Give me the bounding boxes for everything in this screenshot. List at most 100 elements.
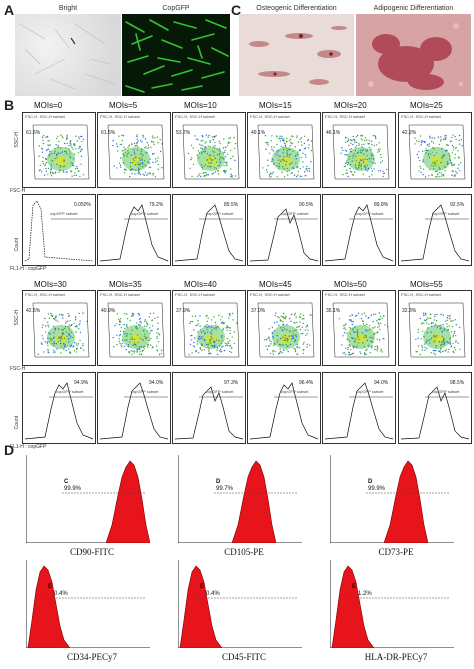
moi-label: MOIs=35	[109, 280, 142, 289]
scatter-plot	[97, 112, 171, 188]
scatter-percentage: 61.5%	[101, 130, 116, 136]
scatter-plot	[172, 290, 246, 366]
histogram-gate-label: copGFP subset	[206, 211, 234, 216]
marker-label: CD34-PECy7	[66, 652, 117, 662]
histogram-percentage: 89.8%	[374, 202, 389, 208]
histogram-plot	[22, 194, 96, 266]
scatter-plot	[398, 112, 472, 188]
marker-histogram	[177, 560, 302, 649]
panel-letter-b: B	[4, 97, 15, 113]
histogram-plot	[22, 372, 96, 444]
panel-letter-a: A	[4, 2, 15, 18]
marker-histogram	[329, 560, 454, 649]
histogram-percentage: 92.5%	[450, 202, 465, 208]
scatter-gate-label: FSC-H, SSC-H subset	[401, 114, 441, 119]
histogram-percentage: 98.5%	[450, 380, 465, 386]
scatter-percentage: 35.1%	[326, 308, 341, 314]
histogram-percentage: 94.9%	[74, 380, 89, 386]
scatter-percentage: 53.7%	[176, 130, 191, 136]
scatter-percentage: 42.2%	[402, 130, 417, 136]
scatter-plot	[247, 112, 321, 188]
scatter-percentage: 37.9%	[176, 308, 191, 314]
scatter-plot	[247, 290, 321, 366]
osteogenic-stain-image	[239, 14, 354, 96]
histogram-gate-label: copGFP subset	[432, 211, 460, 216]
copgfp-image-label: CopGFP	[162, 5, 190, 12]
marker-gate-letter: E	[48, 584, 53, 590]
histogram-percentage: 97.3%	[224, 380, 239, 386]
moi-label: MOIs=25	[410, 101, 443, 110]
adipogenic-image-label: Adipogenic Differentiation	[373, 5, 454, 12]
histogram-gate-label: copGFP subset	[206, 389, 234, 394]
histogram-percentage: 94.0%	[374, 380, 389, 386]
panel-letter-d: D	[4, 442, 15, 458]
histogram-gate-label: copGFP subset	[432, 389, 460, 394]
histogram-plot	[247, 194, 321, 266]
histogram-x-axis-label: FL1-H : copGFP	[10, 444, 47, 450]
histogram-plot	[322, 372, 396, 444]
scatter-percentage: 49.1%	[251, 130, 266, 136]
scatter-gate-label: FSC-H, SSC-H subset	[401, 292, 441, 297]
histogram-y-axis-label: Count	[14, 238, 20, 252]
histogram-percentage: 94.0%	[149, 380, 164, 386]
histogram-plot	[172, 372, 246, 444]
scatter-gate-label: FSC-H, SSC-H subset	[100, 114, 140, 119]
scatter-gate-label: FSC-H, SSC-H subset	[25, 292, 65, 297]
moi-label: MOIs=5	[109, 101, 138, 110]
histogram-percentage: 79.2%	[149, 202, 164, 208]
scatter-percentage: 42.5%	[26, 308, 41, 314]
scatter-y-axis-label: SSC-H	[14, 310, 20, 326]
histogram-gate-label: copGFP subset	[56, 389, 84, 394]
adipogenic-stain-image	[356, 14, 471, 96]
marker-histogram	[25, 455, 151, 544]
marker-label: CD90-FITC	[69, 547, 114, 557]
marker-histogram	[25, 560, 150, 649]
marker-percentage: 0.4%	[54, 591, 68, 597]
moi-label: MOIs=40	[184, 280, 217, 289]
marker-label: HLA-DR-PECy7	[364, 652, 428, 662]
histogram-gate-label: copGFP subset	[356, 211, 384, 216]
marker-histogram	[329, 455, 454, 544]
scatter-x-axis-label: FSC-H	[10, 188, 26, 194]
scatter-plot	[97, 290, 171, 366]
histogram-gate-label: copGFP subset	[356, 389, 384, 394]
scatter-gate-label: FSC-H, SSC-H subset	[325, 114, 365, 119]
marker-gate-letter: E	[200, 584, 205, 590]
moi-label: MOIs=55	[410, 280, 443, 289]
scatter-gate-label: FSC-H, SSC-H subset	[250, 292, 290, 297]
scatter-plot	[322, 290, 396, 366]
scatter-plot	[398, 290, 472, 366]
histogram-percentage: 0.050%	[74, 202, 91, 208]
osteogenic-image-label: Osteogenic Differentiation	[256, 5, 337, 12]
histogram-plot	[247, 372, 321, 444]
histogram-percentage: 90.5%	[299, 202, 314, 208]
histogram-gate-label: copGFP subset	[281, 389, 309, 394]
moi-label: MOIs=45	[259, 280, 292, 289]
histogram-plot	[322, 194, 396, 266]
moi-label: MOIs=0	[34, 101, 63, 110]
moi-label: MOIs=15	[259, 101, 292, 110]
histogram-percentage: 96.4%	[299, 380, 314, 386]
bright-field-image	[15, 14, 121, 96]
scatter-percentage: 40.9%	[101, 308, 116, 314]
marker-gate-letter: E	[352, 584, 357, 590]
marker-gate-letter: D	[216, 479, 221, 485]
moi-label: MOIs=10	[184, 101, 217, 110]
histogram-plot	[172, 194, 246, 266]
marker-percentage: 0.4%	[206, 591, 220, 597]
histogram-plot	[97, 194, 171, 266]
scatter-gate-label: FSC-H, SSC-H subset	[175, 292, 215, 297]
marker-label: CD73-PE	[378, 547, 414, 557]
marker-percentage: 99.9%	[64, 486, 82, 492]
scatter-gate-label: FSC-H, SSC-H subset	[25, 114, 65, 119]
scatter-x-axis-label: FSC-H	[10, 366, 26, 372]
histogram-plot	[97, 372, 171, 444]
scatter-percentage: 32.3%	[402, 308, 417, 314]
histogram-gate-label: copGFP subset	[50, 211, 78, 216]
panel-letter-c: C	[231, 2, 242, 18]
histogram-percentage: 89.5%	[224, 202, 239, 208]
marker-histogram	[177, 455, 302, 544]
scatter-gate-label: FSC-H, SSC-H subset	[325, 292, 365, 297]
marker-label: CD105-PE	[224, 547, 264, 557]
scatter-gate-label: FSC-H, SSC-H subset	[250, 114, 290, 119]
